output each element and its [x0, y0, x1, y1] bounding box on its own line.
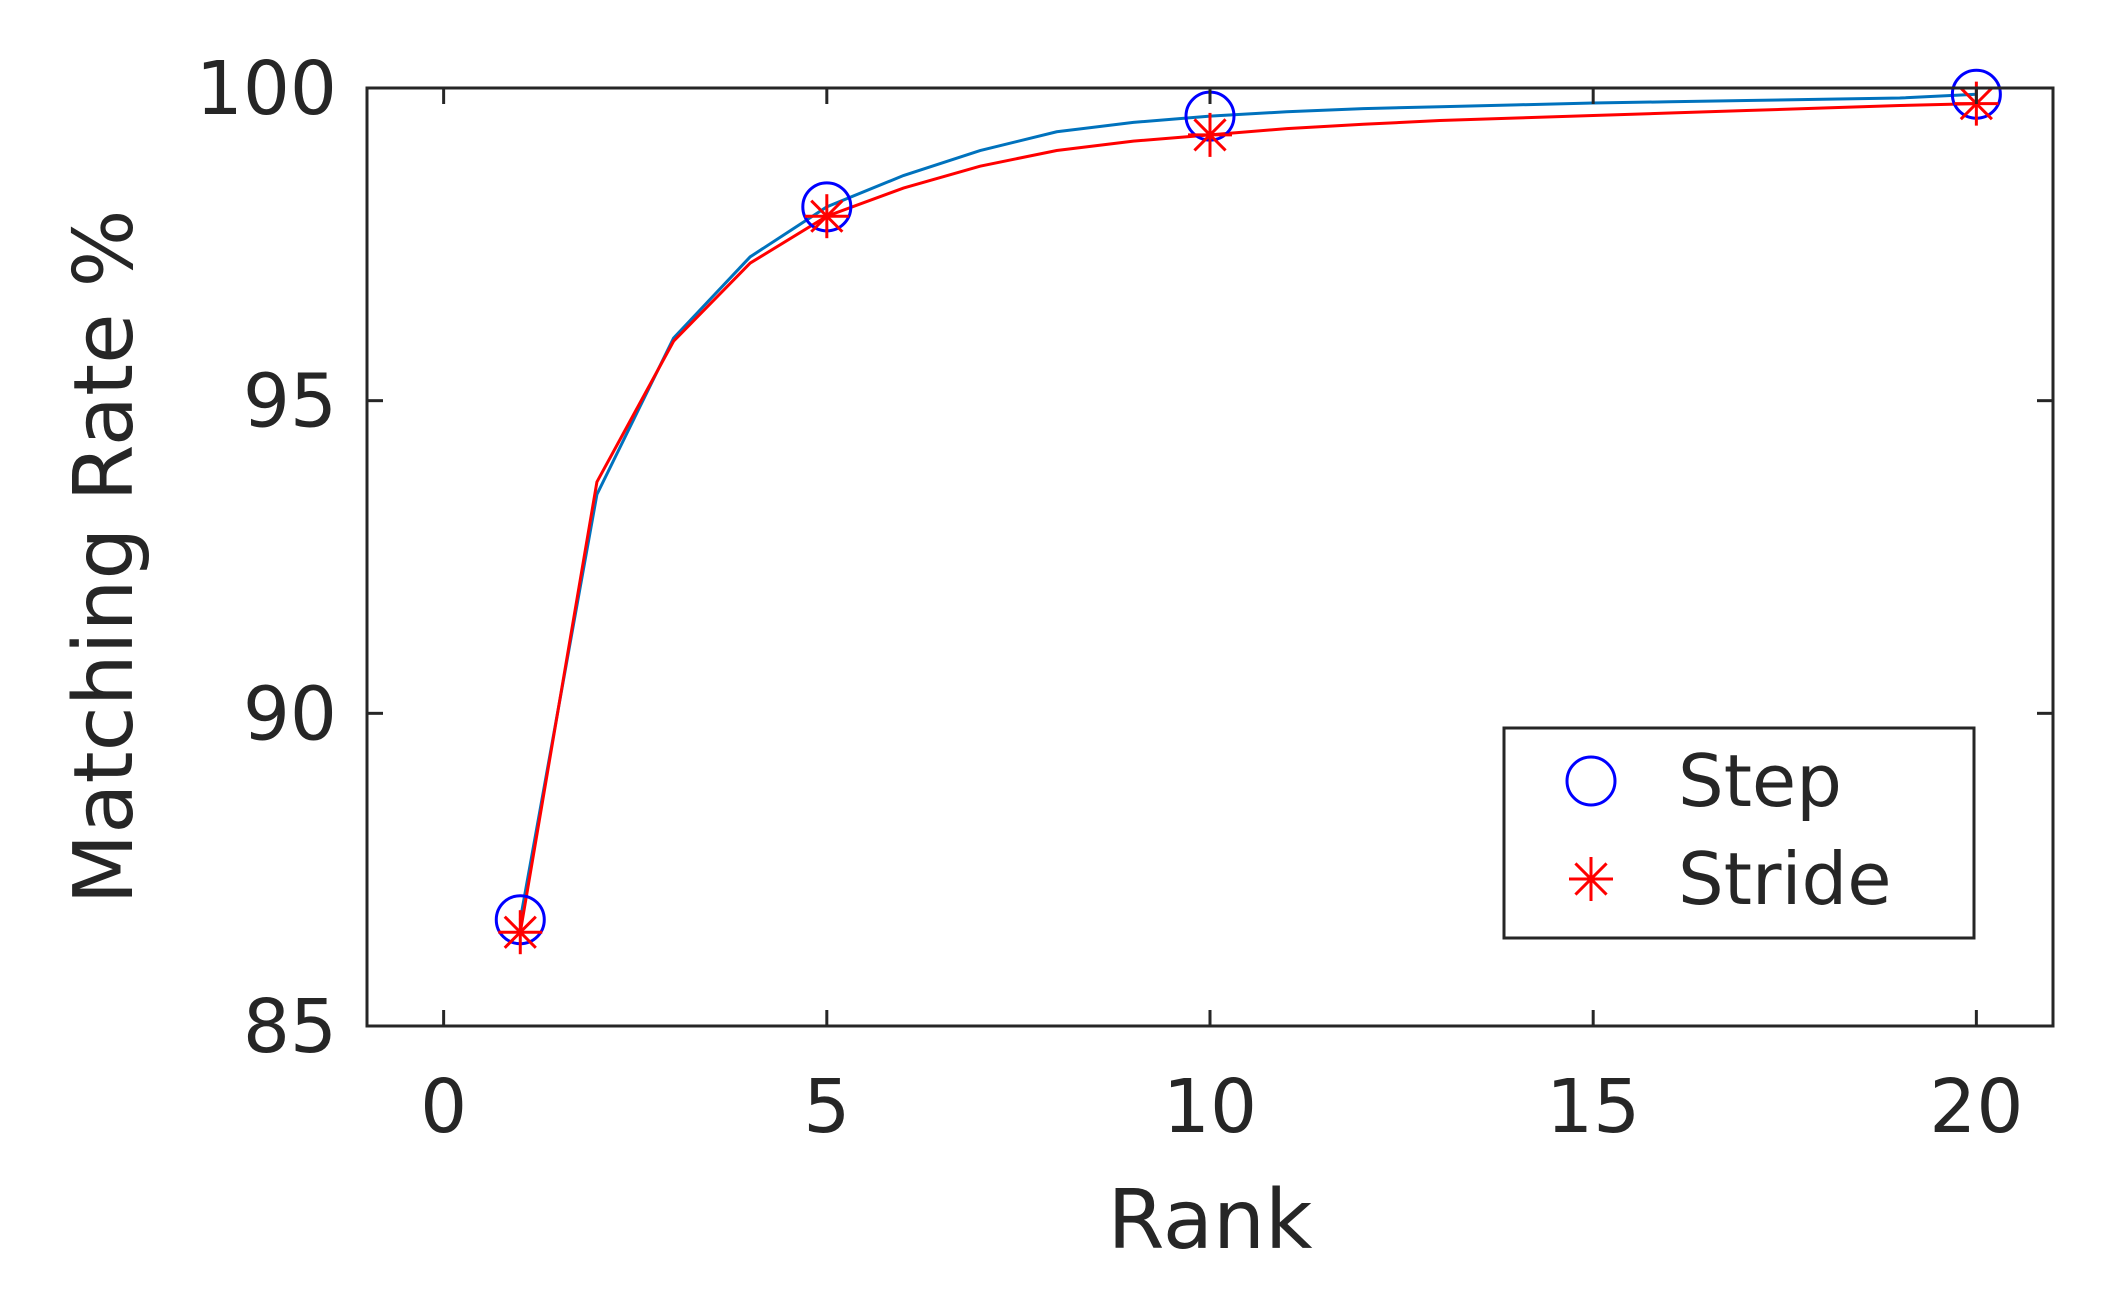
x-tick-label: 20 [1929, 1064, 2023, 1150]
series-line-stride [518, 102, 1977, 933]
legend-box [1502, 726, 1976, 940]
data-point-stride [1188, 112, 1232, 157]
legend-label-step: Step [1678, 739, 1842, 823]
x-tick-label: 0 [420, 1064, 467, 1150]
legend: Step Stride [1502, 726, 1976, 940]
legend-star-glyph [1569, 857, 1613, 901]
y-tick-label: 90 [243, 671, 337, 757]
legend-marker-stride [1569, 857, 1613, 901]
data-point-stride [804, 194, 849, 239]
x-tick-label: 10 [1163, 1064, 1257, 1150]
legend-label-stride: Stride [1678, 837, 1892, 921]
series-line-step [518, 92, 1977, 920]
y-tick-label: 95 [243, 359, 337, 445]
y-tick-label: 85 [243, 984, 337, 1070]
ticks-layer: 0 5 10 15 20 85 90 95 100 [196, 46, 2053, 1150]
plot-frame [365, 86, 2055, 1028]
x-tick-label: 15 [1546, 1064, 1640, 1150]
y-axis-label: Matching Rate % [57, 209, 152, 904]
data-point-stride [498, 910, 543, 955]
y-tick-label: 100 [196, 46, 337, 132]
x-axis-label: Rank [1108, 1173, 1313, 1268]
legend-marker-step [1565, 755, 1617, 807]
x-tick-label: 5 [803, 1064, 850, 1150]
